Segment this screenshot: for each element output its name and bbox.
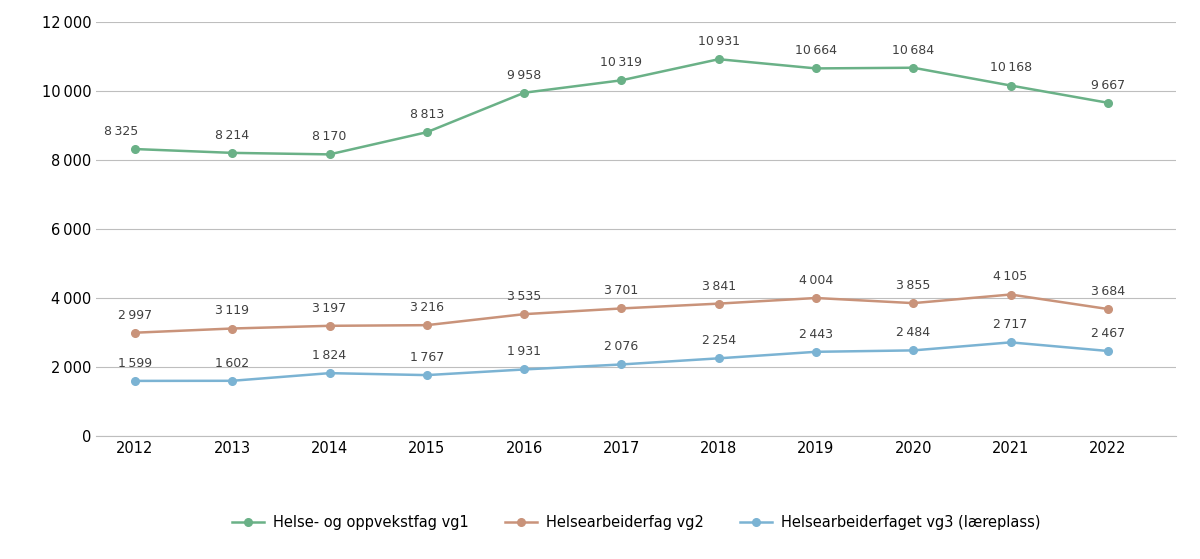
Text: 3 684: 3 684 (1091, 285, 1124, 298)
Helsearbeiderfag vg2 (517, 311, 532, 318)
Helsearbeiderfaget vg3 (læreplass) (906, 347, 920, 354)
Helsearbeiderfaget vg3 (læreplass) (1100, 348, 1115, 354)
Helse- og oppvekstfag vg1 (517, 89, 532, 96)
Helsearbeiderfag vg2 (226, 325, 240, 332)
Text: 10 319: 10 319 (600, 56, 642, 69)
Text: 2 443: 2 443 (799, 328, 833, 340)
Text: 8 325: 8 325 (104, 125, 138, 138)
Legend: Helse- og oppvekstfag vg1, Helsearbeiderfag vg2, Helsearbeiderfaget vg3 (lærepla: Helse- og oppvekstfag vg1, Helsearbeider… (226, 509, 1046, 536)
Line: Helsearbeiderfaget vg3 (læreplass): Helsearbeiderfaget vg3 (læreplass) (131, 339, 1111, 385)
Text: 1 824: 1 824 (312, 349, 347, 362)
Text: 2 254: 2 254 (702, 334, 736, 347)
Helsearbeiderfag vg2 (712, 300, 726, 307)
Text: 8 214: 8 214 (215, 129, 250, 142)
Helsearbeiderfag vg2 (906, 300, 920, 306)
Helse- og oppvekstfag vg1 (906, 64, 920, 71)
Text: 4 004: 4 004 (799, 274, 833, 287)
Helse- og oppvekstfag vg1 (127, 146, 142, 153)
Helsearbeiderfaget vg3 (læreplass) (127, 377, 142, 384)
Helsearbeiderfag vg2 (1100, 306, 1115, 312)
Text: 1 602: 1 602 (215, 357, 250, 369)
Text: 1 599: 1 599 (118, 357, 152, 370)
Line: Helse- og oppvekstfag vg1: Helse- og oppvekstfag vg1 (131, 55, 1111, 158)
Text: 10 684: 10 684 (893, 44, 935, 56)
Helsearbeiderfaget vg3 (læreplass) (712, 355, 726, 362)
Helse- og oppvekstfag vg1 (226, 149, 240, 156)
Text: 3 216: 3 216 (410, 301, 444, 314)
Text: 3 855: 3 855 (896, 279, 930, 292)
Text: 1 767: 1 767 (409, 351, 444, 364)
Helse- og oppvekstfag vg1 (420, 129, 434, 136)
Helse- og oppvekstfag vg1 (809, 65, 823, 72)
Text: 3 119: 3 119 (215, 305, 250, 318)
Helsearbeiderfaget vg3 (læreplass) (226, 377, 240, 384)
Helsearbeiderfag vg2 (323, 323, 337, 329)
Helsearbeiderfag vg2 (420, 322, 434, 329)
Text: 9 958: 9 958 (506, 69, 541, 82)
Text: 3 535: 3 535 (506, 290, 541, 303)
Text: 9 667: 9 667 (1091, 79, 1124, 92)
Helsearbeiderfag vg2 (809, 295, 823, 301)
Text: 10 664: 10 664 (796, 44, 838, 58)
Text: 10 931: 10 931 (697, 35, 739, 48)
Text: 2 997: 2 997 (118, 309, 152, 321)
Helsearbeiderfag vg2 (614, 305, 629, 312)
Helsearbeiderfaget vg3 (læreplass) (614, 361, 629, 368)
Text: 3 841: 3 841 (702, 280, 736, 292)
Text: 2 467: 2 467 (1091, 327, 1124, 340)
Helsearbeiderfaget vg3 (læreplass) (323, 370, 337, 377)
Helsearbeiderfaget vg3 (læreplass) (809, 348, 823, 355)
Text: 2 484: 2 484 (896, 326, 930, 339)
Text: 10 168: 10 168 (990, 61, 1032, 74)
Helsearbeiderfag vg2 (127, 329, 142, 336)
Helse- og oppvekstfag vg1 (1003, 82, 1018, 89)
Text: 8 813: 8 813 (409, 108, 444, 121)
Text: 4 105: 4 105 (994, 271, 1027, 283)
Text: 3 701: 3 701 (605, 285, 638, 297)
Helse- og oppvekstfag vg1 (614, 77, 629, 84)
Helsearbeiderfaget vg3 (læreplass) (517, 366, 532, 373)
Helse- og oppvekstfag vg1 (712, 56, 726, 63)
Text: 1 931: 1 931 (508, 345, 541, 358)
Helse- og oppvekstfag vg1 (1100, 100, 1115, 106)
Line: Helsearbeiderfag vg2: Helsearbeiderfag vg2 (131, 291, 1111, 337)
Helse- og oppvekstfag vg1 (323, 151, 337, 158)
Text: 2 717: 2 717 (994, 318, 1027, 331)
Text: 3 197: 3 197 (312, 302, 347, 315)
Helsearbeiderfaget vg3 (læreplass) (1003, 339, 1018, 345)
Text: 2 076: 2 076 (605, 340, 638, 353)
Helsearbeiderfaget vg3 (læreplass) (420, 372, 434, 378)
Helsearbeiderfag vg2 (1003, 291, 1018, 298)
Text: 8 170: 8 170 (312, 130, 347, 143)
